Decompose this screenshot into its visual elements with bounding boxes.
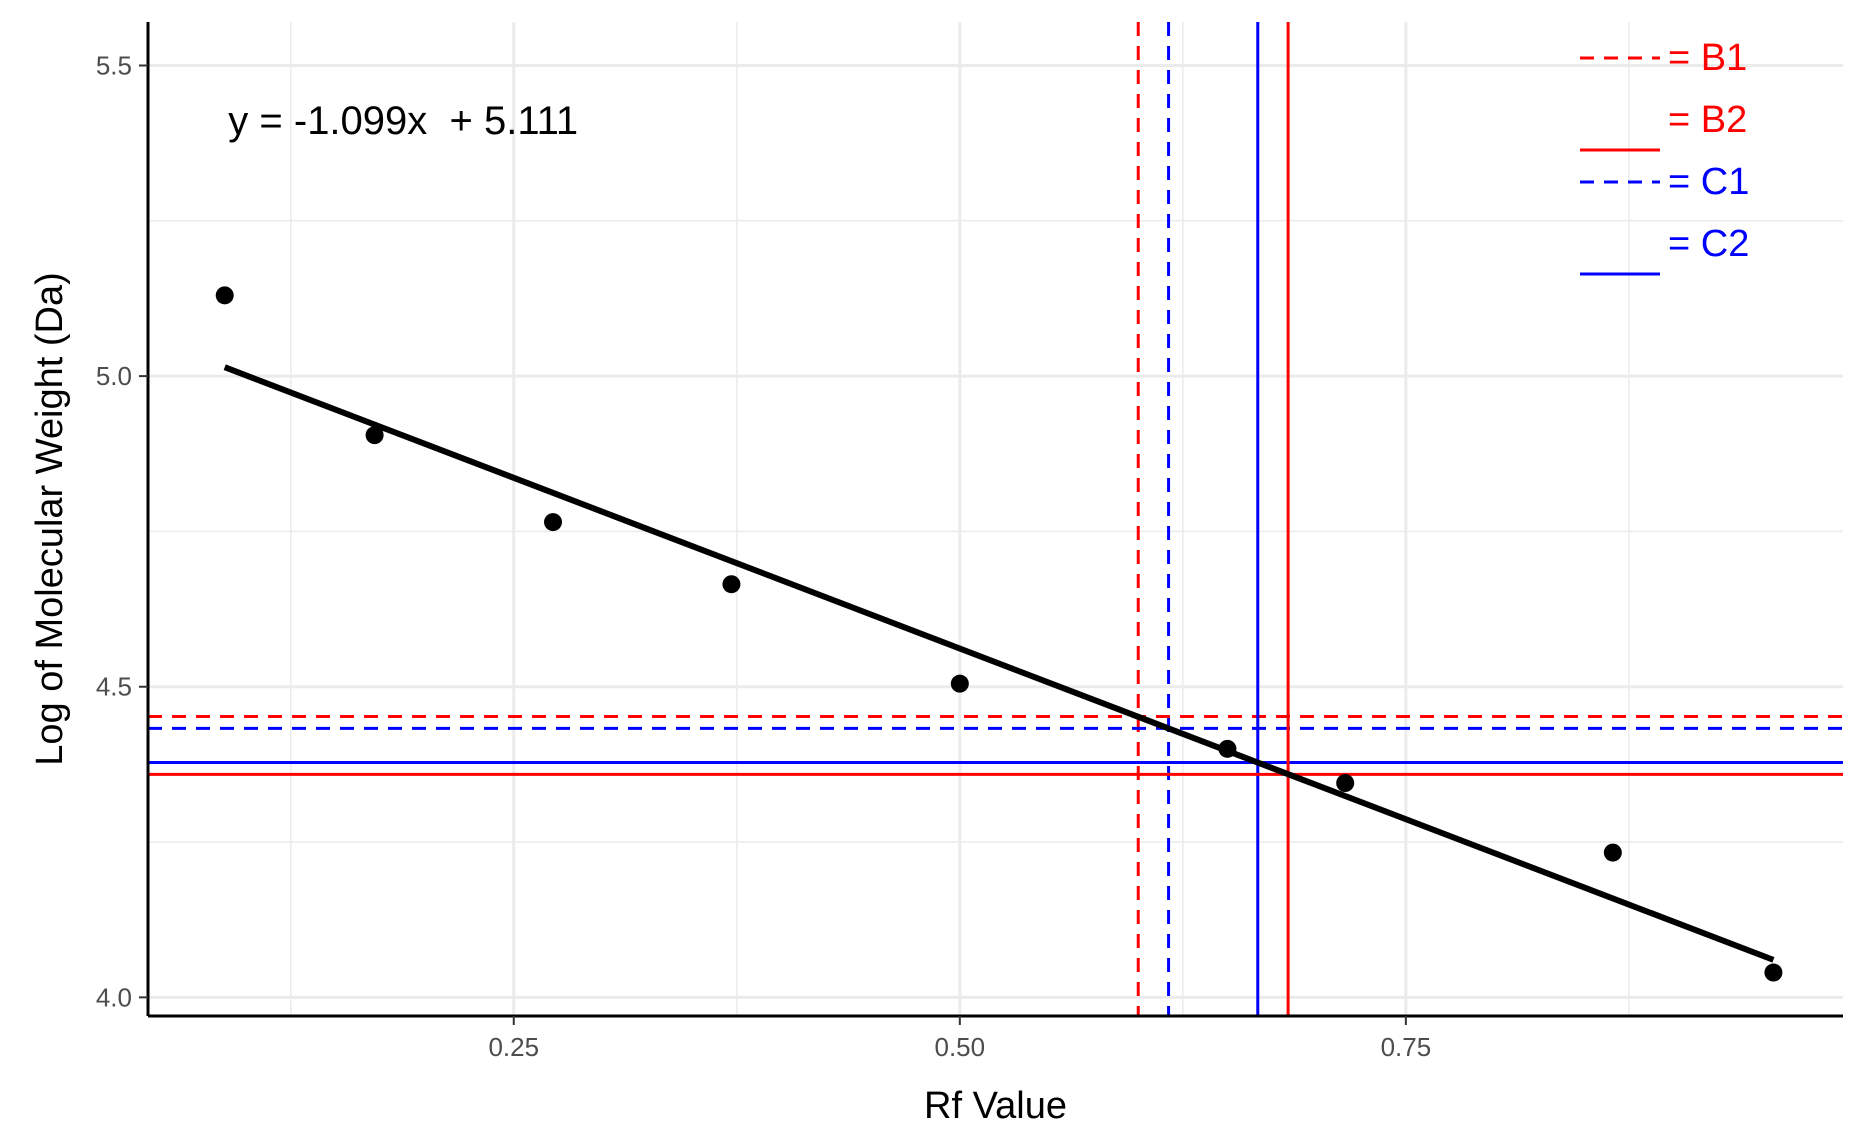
reference-lines bbox=[148, 22, 1843, 1016]
legend-label: = C2 bbox=[1668, 223, 1749, 265]
x-tick-labels: 0.25 0.50 0.75 bbox=[488, 1032, 1431, 1062]
legend-label: = C1 bbox=[1668, 161, 1749, 203]
legend-label: = B2 bbox=[1668, 99, 1747, 141]
y-axis-title: Log of Molecular Weight (Da) bbox=[29, 272, 71, 766]
gridlines bbox=[148, 22, 1843, 1016]
x-tick-label: 0.50 bbox=[935, 1032, 986, 1062]
x-tick-label: 0.25 bbox=[488, 1032, 539, 1062]
legend: = B1 = B2 = C1 = C2 bbox=[1580, 37, 1749, 276]
y-tick-labels: 4.0 4.5 5.0 5.5 bbox=[96, 50, 132, 1012]
data-point bbox=[365, 426, 384, 445]
fit-line-group bbox=[223, 364, 1775, 963]
legend-label: = B1 bbox=[1668, 37, 1747, 79]
data-point bbox=[544, 513, 563, 532]
data-point bbox=[950, 674, 969, 693]
data-point bbox=[215, 286, 234, 305]
y-tick-label: 4.0 bbox=[96, 982, 132, 1012]
axes bbox=[139, 22, 1843, 1025]
regression-line bbox=[223, 364, 1775, 963]
y-tick-label: 5.5 bbox=[96, 50, 132, 80]
data-point bbox=[1218, 739, 1237, 758]
data-points bbox=[215, 286, 1783, 982]
regression-equation: y = -1.099x + 5.111 bbox=[228, 99, 578, 143]
data-point bbox=[1336, 774, 1355, 793]
y-tick-label: 4.5 bbox=[96, 672, 132, 702]
data-point bbox=[1603, 843, 1622, 862]
data-point bbox=[1764, 963, 1783, 982]
y-tick-label: 5.0 bbox=[96, 361, 132, 391]
data-point bbox=[722, 575, 741, 594]
x-tick-label: 0.75 bbox=[1381, 1032, 1432, 1062]
x-axis-title: Rf Value bbox=[924, 1085, 1067, 1127]
